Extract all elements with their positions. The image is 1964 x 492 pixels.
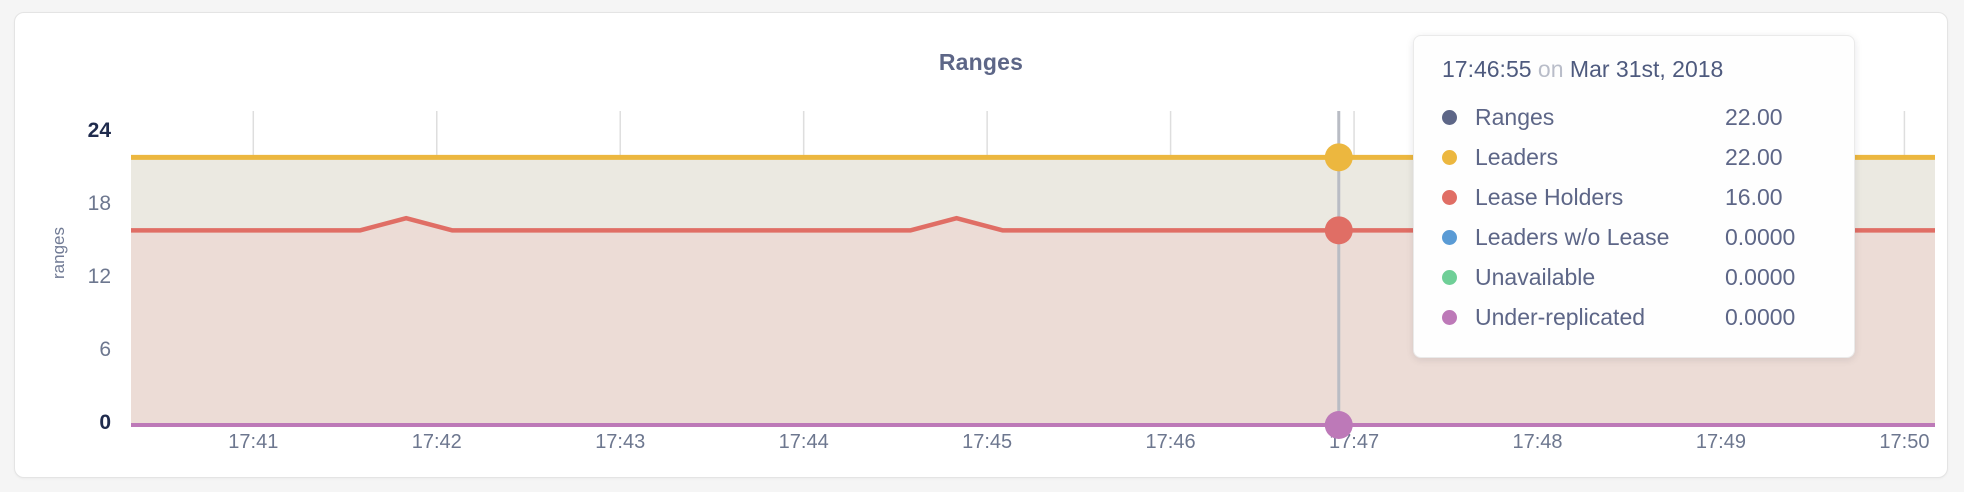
tooltip-series-value: 0.0000	[1725, 223, 1796, 250]
tooltip-row: Under-replicated 0.0000	[1442, 297, 1828, 337]
tooltip-row: Leaders 22.00	[1442, 137, 1828, 177]
tooltip-series-label: Under-replicated	[1475, 303, 1646, 330]
tooltip-series-value: 22.00	[1725, 103, 1783, 130]
tooltip-rows: Ranges 22.00 Leaders 22.00 Lease Holders 16.0…	[1442, 97, 1828, 337]
tooltip-series-label: Ranges	[1475, 103, 1555, 130]
cursor-marker-lease-holders	[1324, 216, 1353, 245]
x-tick-17-44: 17:44	[778, 431, 829, 453]
tooltip-series-value: 16.00	[1725, 183, 1783, 210]
tooltip-header: 17:46:55 on Mar 31st, 2018	[1442, 56, 1828, 83]
x-tick-17-45: 17:45	[962, 431, 1013, 453]
series-color-dot-icon	[1442, 109, 1457, 125]
series-color-dot-icon	[1442, 189, 1457, 205]
page-title: Ranges	[938, 49, 1024, 75]
y-tick-12: 12	[87, 265, 111, 288]
y-tick-6: 6	[99, 338, 111, 361]
tooltip-date: Mar 31st, 2018	[1569, 56, 1724, 82]
tooltip-time: 17:46:55	[1442, 56, 1532, 82]
chart-card: Ranges ranges 24 18 12 6 0 17:41 17:42 17:43 17…	[14, 12, 1948, 478]
x-tick-17-42: 17:42	[411, 431, 462, 453]
tooltip-series-label: Unavailable	[1475, 263, 1596, 290]
cursor-marker-leaders	[1324, 143, 1353, 172]
tooltip-row: Ranges 22.00	[1442, 97, 1828, 137]
x-tick-17-48: 17:48	[1512, 431, 1563, 453]
x-tick-17-43: 17:43	[595, 431, 646, 453]
tooltip-series-value: 0.0000	[1725, 263, 1796, 290]
series-color-dot-icon	[1442, 149, 1457, 165]
x-tick-17-46: 17:46	[1145, 431, 1196, 453]
y-tick-24: 24	[87, 119, 111, 142]
tooltip-row: Unavailable 0.0000	[1442, 257, 1828, 297]
tooltip-series-label: Leaders w/o Lease	[1475, 223, 1670, 250]
x-tick-17-49: 17:49	[1695, 431, 1746, 453]
tooltip-series-value: 0.0000	[1725, 303, 1796, 330]
y-tick-18: 18	[87, 192, 111, 215]
tooltip-series-label: Leaders	[1475, 143, 1559, 170]
tooltip-row: Lease Holders 16.00	[1442, 177, 1828, 217]
y-tick-0: 0	[99, 411, 111, 434]
series-color-dot-icon	[1442, 269, 1457, 285]
series-color-dot-icon	[1442, 309, 1457, 325]
tooltip-series-label: Lease Holders	[1475, 183, 1624, 210]
tooltip-on-word: on	[1537, 56, 1564, 82]
x-tick-17-41: 17:41	[228, 431, 279, 453]
line-lease-holders	[131, 215, 1935, 233]
x-tick-17-50: 17:50	[1879, 431, 1930, 453]
chart-tooltip: 17:46:55 on Mar 31st, 2018 Ranges 22.00 Le…	[1413, 35, 1855, 358]
series-color-dot-icon	[1442, 229, 1457, 245]
tooltip-row: Leaders w/o Lease 0.0000	[1442, 217, 1828, 257]
tooltip-series-value: 22.00	[1725, 143, 1783, 170]
